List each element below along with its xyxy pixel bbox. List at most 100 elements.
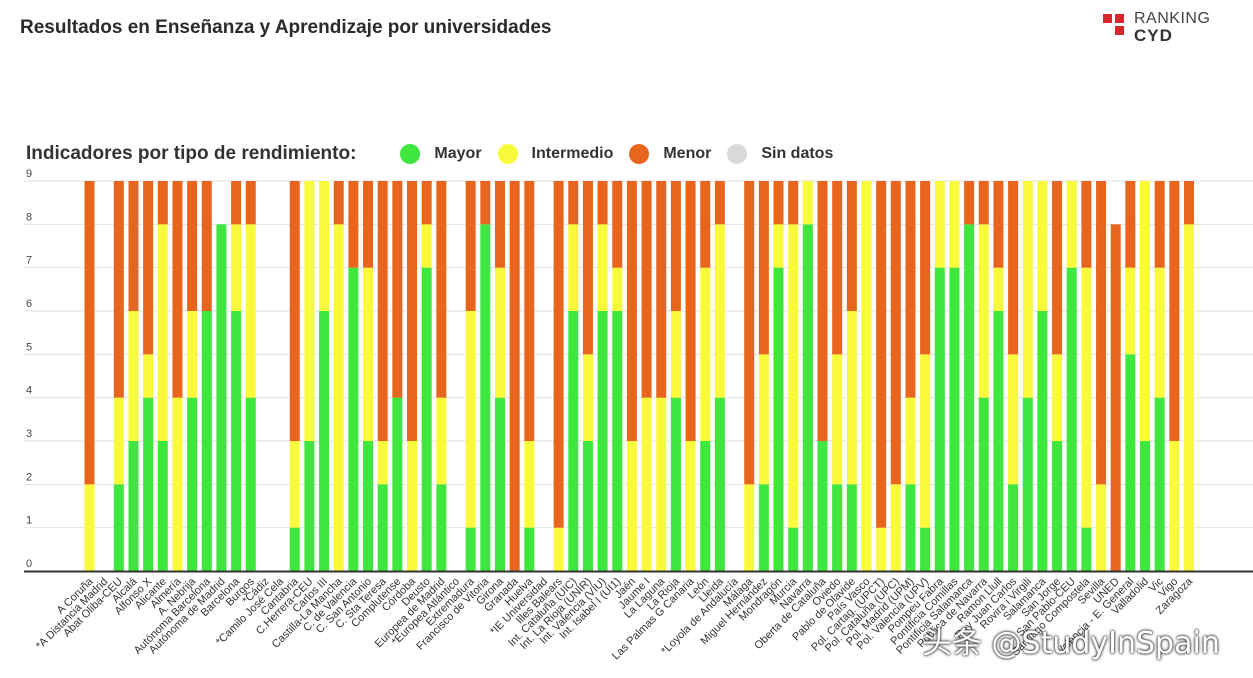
bar-segment-intermedio [568,224,579,311]
bar-segment-menor [157,181,168,225]
bar-segment-menor [143,181,154,355]
bar-segment-menor [993,181,1004,268]
bar-segment-menor [597,181,608,225]
y-tick-label: 0 [26,558,32,570]
bar-segment-intermedio [494,267,505,398]
bar-segment-mayor [465,527,476,571]
bar-segment-mayor [670,397,681,571]
legend-dot-mayor-icon [400,144,421,164]
bar-segment-intermedio [1066,181,1077,268]
bar-segment-menor [172,181,183,398]
bar-segment-intermedio [1184,224,1194,572]
bar-segment-menor [1169,181,1180,441]
logo-square-icon [1115,26,1124,35]
bar-segment-menor [568,181,579,225]
y-tick-label: 5 [26,341,32,353]
bar-segment-mayor [289,527,300,571]
bar-segment-intermedio [700,267,711,441]
legend-item-mayor[interactable]: Mayor [400,144,482,164]
bar-segment-intermedio [231,224,242,311]
legend-item-sin-datos[interactable]: Sin datos [727,144,833,164]
bar-segment-menor [1081,181,1092,268]
legend: Indicadores por tipo de rendimiento: May… [26,140,849,168]
bar-segment-menor [1096,181,1107,485]
bar-segment-menor [509,181,520,571]
bar-segment-intermedio [1125,267,1136,355]
legend-item-intermedio[interactable]: Intermedio [497,144,613,164]
bar-segment-intermedio [187,311,198,398]
y-tick-label: 8 [26,211,32,223]
bar-segment-intermedio [436,397,447,485]
bar-segment-intermedio [802,181,813,225]
bar-segment-intermedio [641,397,652,571]
bar-segment-menor [582,181,593,355]
bar-segment-menor [480,181,491,225]
bar-segment-intermedio [905,397,916,485]
bar-segment-intermedio [363,267,374,441]
bar-segment-menor [363,181,374,268]
bar-segment-menor [348,181,359,268]
bar-segment-mayor [993,311,1004,571]
bar-segment-mayor [1037,311,1048,571]
bar-segment-menor [84,181,95,485]
bar-segment-intermedio [1052,354,1063,441]
legend-dot-menor-icon [629,144,650,164]
watermark: 头条 @StudyInSpain [922,626,1220,661]
bar-segment-intermedio [113,397,124,485]
bar-segment-menor [231,181,242,225]
bar-segment-mayor [143,397,154,571]
bar-segment-mayor [934,267,945,571]
bar-segment-mayor [392,397,403,571]
bar-segment-mayor [113,484,124,571]
legend-label: Mayor [434,145,482,162]
bar-segment-mayor [304,441,315,571]
bar-segment-mayor [597,311,608,571]
bar-segment-mayor [201,311,212,571]
bar-segment-intermedio [582,354,593,441]
bar-segment-menor [670,181,681,311]
bar-segment-mayor [524,527,535,571]
bar-segment-menor [1125,181,1136,268]
bar-segment-mayor [1052,441,1063,571]
logo-line2: CYD [1134,26,1173,45]
legend-item-menor[interactable]: Menor [629,144,711,164]
bar-segment-mayor [846,484,857,571]
logo-square-icon [1103,14,1112,23]
bar-segment-intermedio [626,441,637,571]
bar-segment-mayor [245,397,256,571]
bar-segment-intermedio [172,397,183,571]
bar-segment-menor [1008,181,1019,355]
bar-segment-intermedio [744,484,755,571]
bar-segment-menor [1184,181,1194,225]
chart-title: Resultados en Enseñanza y Aprendizaje po… [20,17,552,38]
bar-segment-intermedio [788,224,799,528]
bar-segment-mayor [1008,484,1019,571]
bar-segment-intermedio [714,224,725,398]
bar-segment-intermedio [304,181,315,441]
bar-segment-intermedio [377,441,388,485]
bar-segment-menor [128,181,139,311]
bar-segment-mayor [802,224,813,572]
bar-segment-menor [553,181,564,528]
bar-segment-intermedio [1037,181,1048,311]
bar-segment-menor [788,181,799,225]
bar-segment-intermedio [832,354,843,485]
bar-segment-menor [113,181,124,398]
bar-segment-intermedio [890,484,901,571]
bar-segment-mayor [905,484,916,571]
bar-segment-mayor [612,311,623,571]
bar-segment-mayor [832,484,843,571]
y-tick-label: 9 [26,168,32,180]
bar-segment-mayor [1140,441,1151,571]
bar-segment-mayor [216,224,227,572]
bar-segment-mayor [377,484,388,571]
y-tick-label: 2 [26,471,32,483]
bar-segment-intermedio [1154,267,1165,398]
bar-segment-mayor [773,267,784,571]
bar-segment-intermedio [1169,441,1180,571]
bar-segment-menor [700,181,711,268]
bar-segment-mayor [788,527,799,571]
bar-segment-mayor [582,441,593,571]
bar-segment-intermedio [524,441,535,528]
